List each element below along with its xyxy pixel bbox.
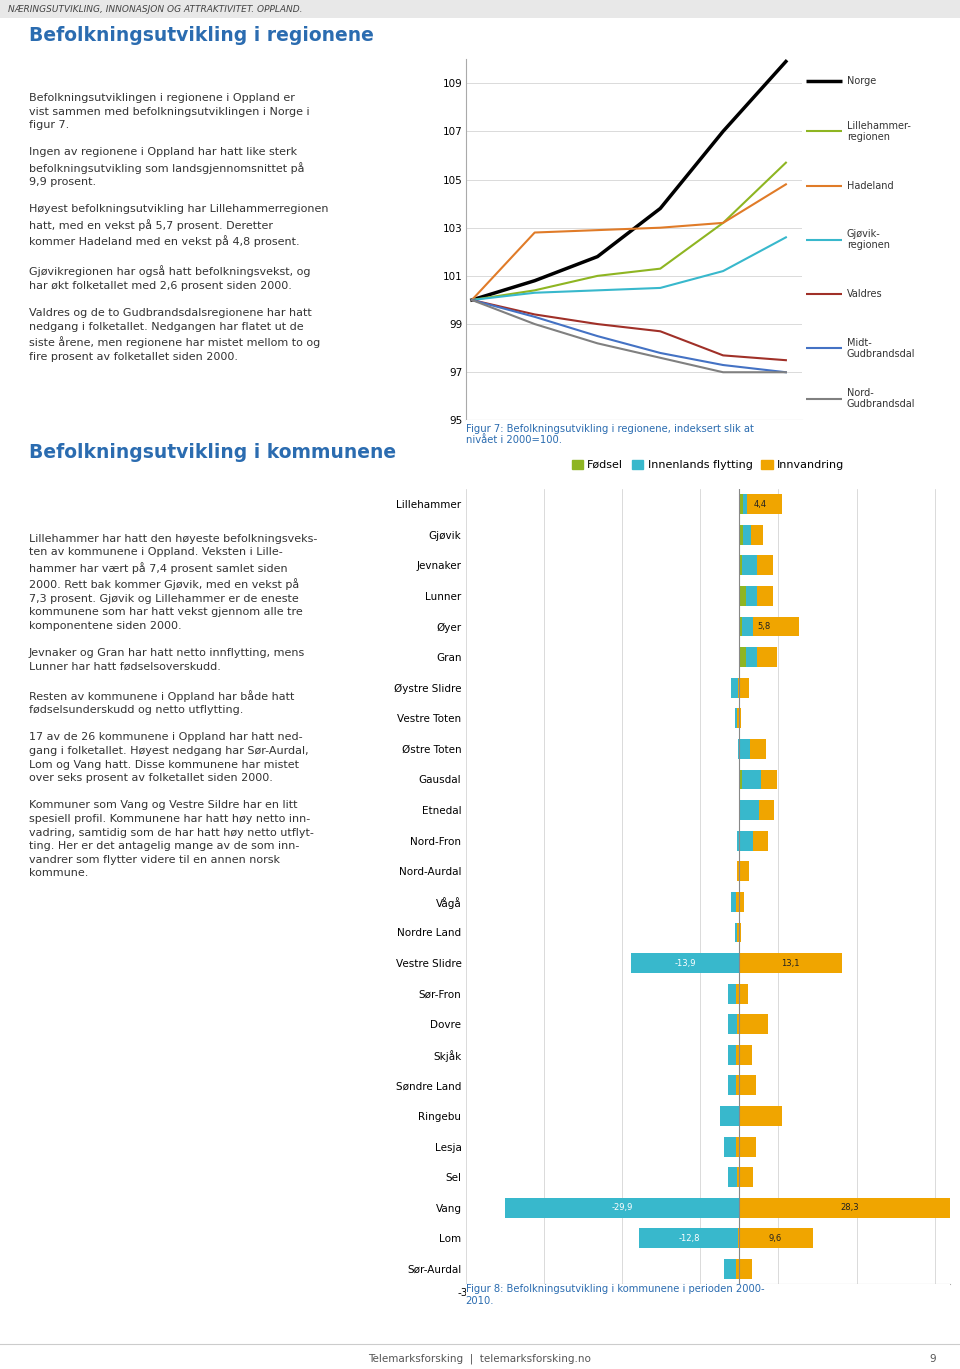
Bar: [736, 1045, 739, 1065]
Bar: [751, 524, 763, 545]
Text: Gjøvik-
regionen: Gjøvik- regionen: [847, 229, 890, 251]
Bar: [736, 984, 748, 1003]
Bar: [739, 648, 746, 667]
Bar: [737, 831, 739, 850]
Bar: [736, 1259, 752, 1279]
Bar: [728, 1076, 739, 1095]
Bar: [728, 1045, 739, 1065]
Text: 28,3: 28,3: [841, 1203, 859, 1213]
Bar: [737, 1228, 739, 1249]
Bar: [758, 799, 775, 820]
Bar: [737, 708, 739, 728]
Text: Befolkningsutvikling i kommunene: Befolkningsutvikling i kommunene: [29, 444, 396, 463]
Bar: [739, 586, 746, 606]
Bar: [736, 1136, 756, 1157]
Bar: [739, 524, 743, 545]
Bar: [743, 494, 747, 515]
Bar: [737, 831, 753, 850]
Text: Midt-
Gudbrandsdal: Midt- Gudbrandsdal: [847, 338, 915, 359]
Bar: [739, 556, 742, 575]
Bar: [757, 648, 777, 667]
Bar: [737, 923, 741, 942]
Bar: [724, 1136, 739, 1157]
Text: 9,6: 9,6: [769, 1233, 781, 1243]
Bar: [743, 524, 751, 545]
Bar: [728, 984, 739, 1003]
Bar: [737, 1168, 739, 1187]
Bar: [739, 1198, 960, 1217]
Text: Lillehammer-
regionen: Lillehammer- regionen: [847, 120, 911, 142]
Text: Figur 8: Befolkningsutvikling i kommunene i perioden 2000-
2010.: Figur 8: Befolkningsutvikling i kommunen…: [466, 1284, 764, 1306]
Bar: [746, 586, 757, 606]
Bar: [750, 739, 766, 758]
Bar: [737, 708, 741, 728]
Bar: [737, 1014, 739, 1034]
Bar: [746, 648, 757, 667]
Bar: [736, 893, 739, 912]
Bar: [728, 1014, 739, 1034]
Bar: [724, 1259, 739, 1279]
Text: Telemarksforsking  |  telemarksforsking.no: Telemarksforsking | telemarksforsking.no: [369, 1353, 591, 1364]
Text: -13,9: -13,9: [674, 958, 696, 968]
Bar: [757, 586, 773, 606]
Bar: [737, 923, 739, 942]
Bar: [735, 708, 739, 728]
Text: Hadeland: Hadeland: [847, 181, 894, 190]
Text: -29,9: -29,9: [612, 1203, 633, 1213]
Bar: [736, 1259, 739, 1279]
Text: Befolkningsutviklingen i regionene i Oppland er
vist sammen med befolkningsutvik: Befolkningsutviklingen i regionene i Opp…: [29, 93, 328, 361]
Bar: [732, 893, 739, 912]
Bar: [742, 556, 757, 575]
Bar: [735, 923, 739, 942]
Bar: [754, 616, 799, 637]
Bar: [737, 1168, 753, 1187]
Text: NÆRINGSUTVIKLING, INNONASJON OG ATTRAKTIVITET. OPPLAND.: NÆRINGSUTVIKLING, INNONASJON OG ATTRAKTI…: [8, 4, 302, 14]
Bar: [742, 616, 754, 637]
Bar: [737, 678, 750, 698]
Bar: [737, 1014, 768, 1034]
Bar: [728, 1168, 739, 1187]
Text: -12,8: -12,8: [679, 1233, 700, 1243]
Bar: [747, 494, 781, 515]
Bar: [720, 1106, 739, 1125]
Bar: [742, 769, 761, 790]
Bar: [736, 1076, 756, 1095]
Text: Nord-
Gudbrandsdal: Nord- Gudbrandsdal: [847, 389, 915, 409]
Bar: [739, 494, 743, 515]
Bar: [738, 739, 750, 758]
Text: 9: 9: [929, 1354, 936, 1364]
Bar: [739, 799, 758, 820]
Text: Befolkningsutvikling i regionene: Befolkningsutvikling i regionene: [29, 26, 373, 45]
Legend: Fødsel, Innenlands flytting, Innvandring: Fødsel, Innenlands flytting, Innvandring: [567, 456, 849, 475]
Text: 5,8: 5,8: [757, 622, 771, 631]
Bar: [753, 831, 768, 850]
Bar: [506, 1198, 739, 1217]
Bar: [631, 953, 739, 973]
Bar: [737, 861, 739, 882]
Bar: [737, 1228, 813, 1249]
Text: 13,1: 13,1: [781, 958, 800, 968]
Bar: [757, 556, 773, 575]
Text: Lillehammer har hatt den høyeste befolkningsveks-
ten av kommunene i Oppland. Ve: Lillehammer har hatt den høyeste befolkn…: [29, 534, 317, 879]
Bar: [739, 953, 842, 973]
Bar: [639, 1228, 739, 1249]
Bar: [736, 1076, 739, 1095]
Text: 4,4: 4,4: [754, 500, 767, 509]
Bar: [732, 678, 739, 698]
Bar: [736, 893, 744, 912]
Bar: [737, 678, 739, 698]
Text: Figur 7: Befolkningsutvikling i regionene, indeksert slik at
nivået i 2000=100.: Figur 7: Befolkningsutvikling i regionen…: [466, 424, 754, 445]
Bar: [736, 1045, 752, 1065]
Bar: [736, 984, 739, 1003]
Bar: [739, 616, 742, 637]
Text: Valdres: Valdres: [847, 289, 882, 298]
Bar: [739, 1106, 782, 1125]
Bar: [737, 861, 749, 882]
Bar: [739, 769, 742, 790]
Bar: [761, 769, 777, 790]
Bar: [736, 1136, 739, 1157]
Text: Norge: Norge: [847, 75, 876, 86]
